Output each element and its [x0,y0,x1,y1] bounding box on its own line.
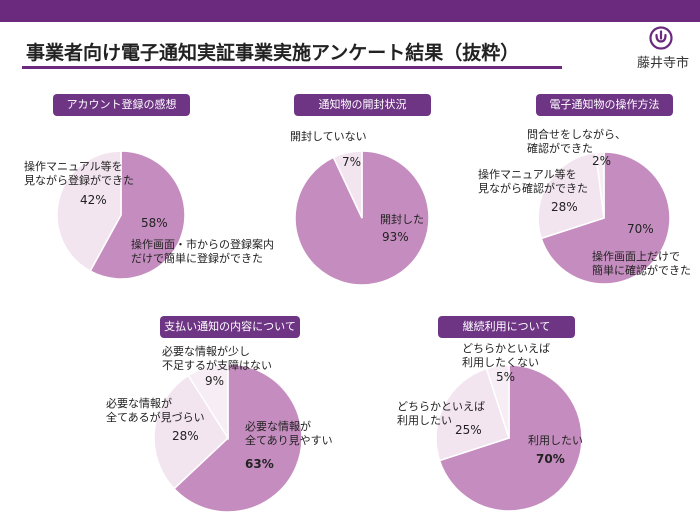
slice-percent: 63% [245,457,274,471]
slice-label: 問合せをしながら、 [527,128,626,141]
slice-percent: 70% [627,222,654,236]
pie-slice [438,364,583,512]
slice-percent: 93% [382,230,409,244]
pie-slice [172,363,303,513]
city-emblem-icon [649,26,673,50]
pie-slice [56,150,122,273]
top-accent-bar [0,0,700,22]
city-name: 藤井寺市 [637,56,690,71]
slice-label: 操作画面・市からの登録案内 [131,238,274,251]
title-underline [22,66,562,69]
chart-title-open-status: 通知物の開封状況 [294,94,431,116]
slice-label: 操作画面上だけで [592,250,680,263]
slice-label: 全てあり見やすい [245,434,333,447]
chart-title-continued-use: 継続利用について [438,316,575,338]
pie-slice [153,374,229,490]
slice-percent: 9% [205,374,225,388]
pie-slice [435,367,510,462]
slice-label: 利用したい [528,434,583,447]
slice-label: 見ながら確認ができた [478,182,588,195]
slice-label: どちらかといえば [397,400,485,413]
slice-percent: 70% [536,452,565,466]
slice-percent: 2% [592,154,612,168]
slice-percent: 5% [496,370,516,384]
city-logo: 藤井寺市 [637,26,690,71]
slice-label: 確認ができた [527,142,593,155]
slice-label: 不足するが支障はない [162,359,272,372]
slice-label: 必要な情報が [106,397,172,410]
chart-title-payment-notice: 支払い通知の内容について [160,316,300,338]
slice-label: 開封していない [290,130,367,143]
slice-label: 全てあるが見づらい [106,411,205,424]
slice-label: 簡単に確認ができた [592,264,691,277]
pie-slice [89,150,186,280]
slice-percent: 7% [342,155,362,169]
slice-label: 操作マニュアル等を [24,160,123,173]
slice-label: 必要な情報が [245,420,311,433]
slice-percent: 42% [80,193,107,207]
slice-label: 利用したくない [462,356,539,369]
slice-label: 見ながら登録ができた [24,174,134,187]
chart-title-account-registration: アカウント登録の感想 [53,94,190,116]
pie-slice [485,364,510,439]
page-title: 事業者向け電子通知実証事業実施アンケート結果（抜粋） [26,42,520,64]
slice-percent: 28% [172,429,199,443]
pie-slice [540,151,671,285]
slice-label: 操作マニュアル等を [478,168,577,181]
pie-slice [537,151,605,240]
slice-label: 利用したい [397,414,452,427]
slice-label: 開封した [380,213,424,226]
pie-slice [332,150,363,219]
slice-label: 必要な情報が少し [162,345,250,358]
pie-slice [187,363,229,441]
slice-percent: 28% [551,200,578,214]
slice-percent: 58% [141,216,168,230]
chart-title-operation-method: 電子通知物の操作方法 [536,94,673,116]
slice-percent: 25% [455,423,482,437]
pie-slice [594,151,605,219]
slice-label: だけで簡単に登録ができた [131,252,263,265]
slice-label: どちらかといえば [462,342,550,355]
